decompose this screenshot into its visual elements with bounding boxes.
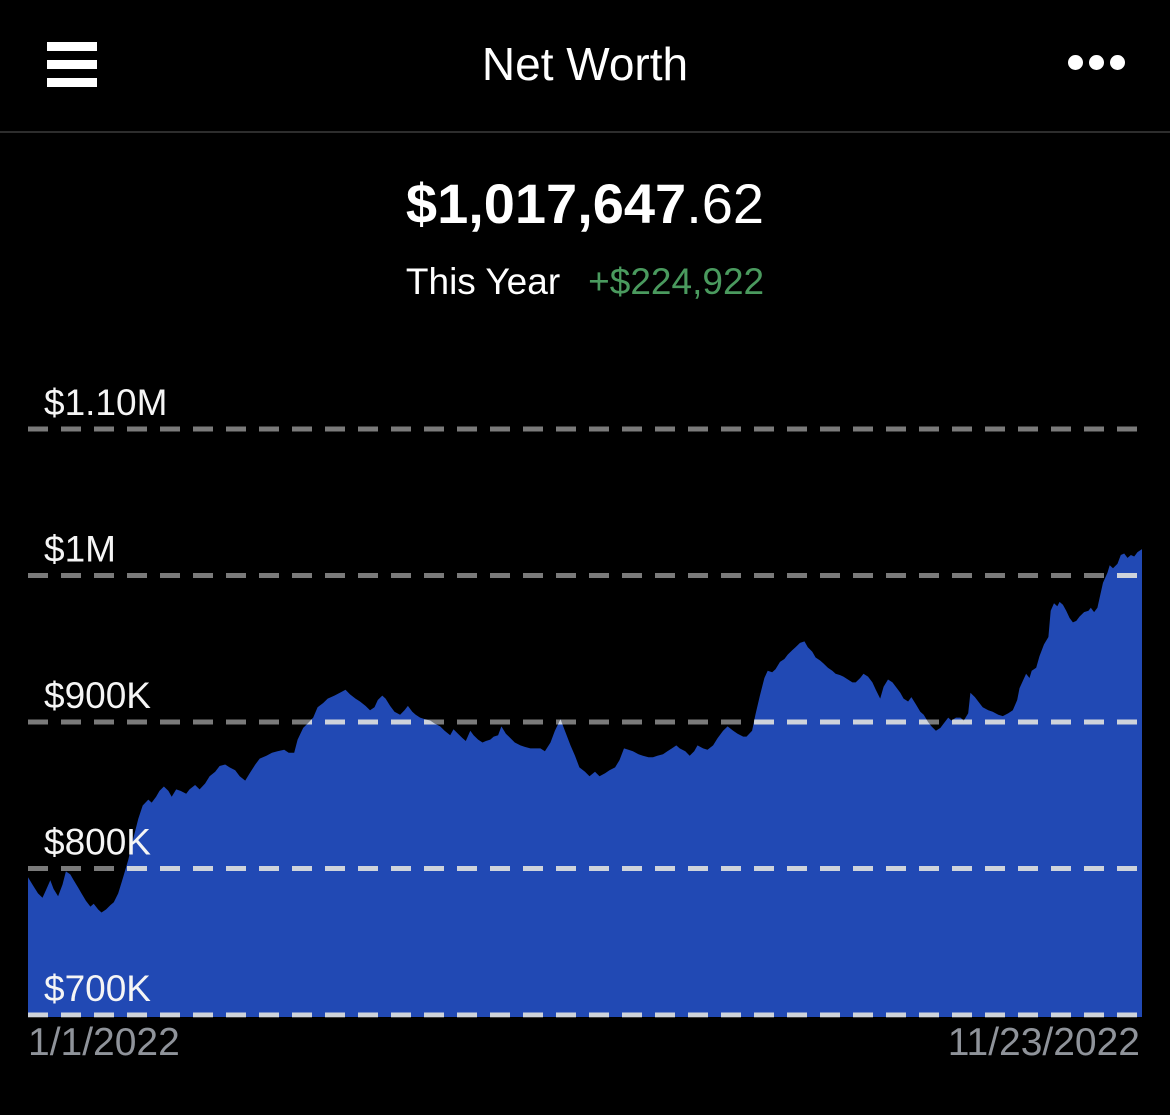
header: Net Worth — [0, 0, 1170, 133]
page-title: Net Worth — [481, 38, 689, 90]
more-options-button[interactable] — [1068, 55, 1125, 70]
net-worth-value-decimal: .62 — [686, 172, 765, 235]
net-worth-value: $1,017,647.62 — [0, 176, 1170, 232]
ellipsis-dot — [1068, 55, 1083, 70]
y-tick-label: $1M — [44, 529, 116, 570]
net-worth-area-series — [28, 549, 1142, 1017]
net-worth-value-main: $1,017,647 — [405, 172, 687, 235]
hamburger-menu-button[interactable] — [47, 42, 97, 87]
change-amount: +$224,922 — [588, 261, 765, 302]
ellipsis-dot — [1110, 55, 1125, 70]
y-tick-label: $1.10M — [44, 382, 167, 423]
ellipsis-dot — [1089, 55, 1104, 70]
hamburger-bar — [47, 60, 97, 69]
y-tick-label: $800K — [44, 822, 151, 863]
hamburger-icon — [47, 42, 97, 87]
y-tick-label: $700K — [44, 968, 151, 1009]
x-axis-start-date: 1/1/2022 — [28, 1021, 180, 1064]
ellipsis-icon — [1068, 55, 1125, 70]
hamburger-bar — [47, 78, 97, 87]
hamburger-bar — [47, 42, 97, 51]
period-row: This Year +$224,922 — [0, 261, 1170, 303]
x-axis-end-date: 11/23/2022 — [947, 1021, 1140, 1064]
period-label: This Year — [405, 261, 561, 302]
y-tick-label: $900K — [44, 675, 151, 716]
